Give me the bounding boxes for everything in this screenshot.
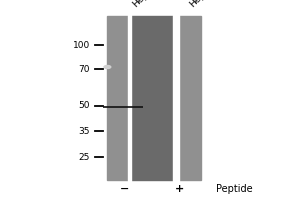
Text: Peptide: Peptide xyxy=(216,184,253,194)
Bar xyxy=(178,16,201,180)
Bar xyxy=(128,12,131,184)
Text: −: − xyxy=(120,184,129,194)
Text: 50: 50 xyxy=(79,102,90,110)
Ellipse shape xyxy=(104,66,111,68)
Text: 70: 70 xyxy=(79,64,90,73)
Text: 35: 35 xyxy=(79,127,90,136)
Text: HepG2: HepG2 xyxy=(188,0,216,9)
Bar xyxy=(130,16,174,180)
Text: 100: 100 xyxy=(73,40,90,49)
Bar xyxy=(173,12,179,184)
Text: +: + xyxy=(176,184,184,194)
Bar xyxy=(106,16,129,180)
Text: 25: 25 xyxy=(79,152,90,162)
Text: HepG2: HepG2 xyxy=(130,0,159,9)
